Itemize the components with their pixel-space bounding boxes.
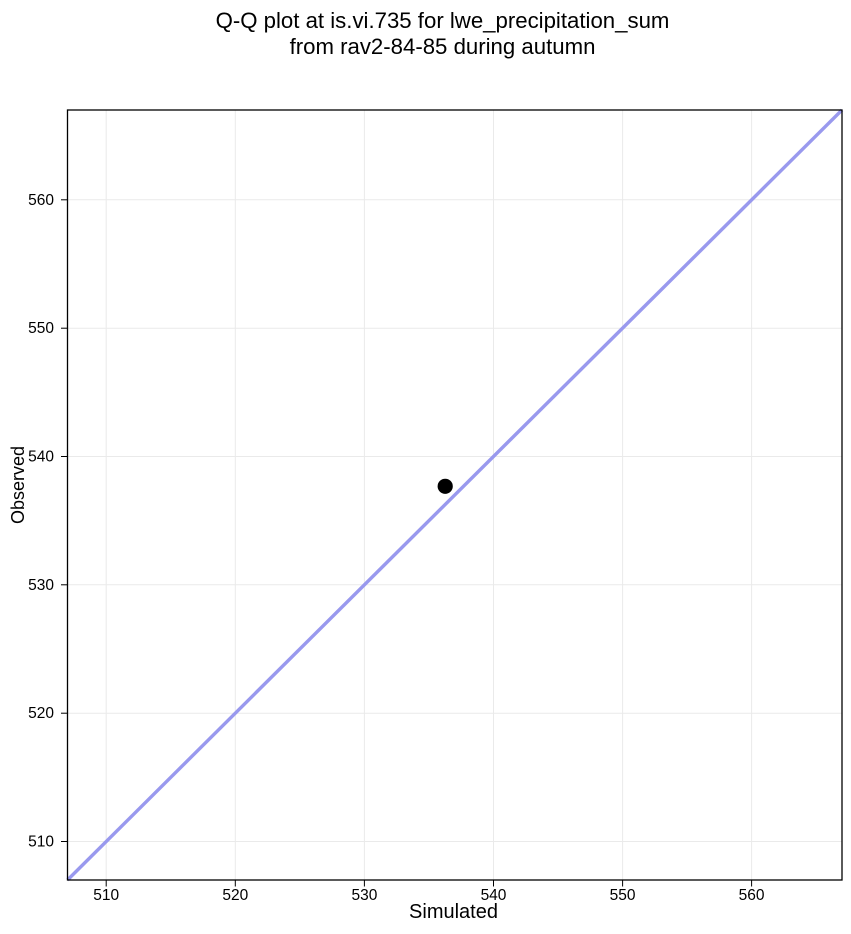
svg-text:540: 540 xyxy=(28,449,54,466)
svg-text:510: 510 xyxy=(28,834,54,851)
svg-text:550: 550 xyxy=(28,320,54,337)
svg-text:520: 520 xyxy=(222,887,248,904)
svg-text:560: 560 xyxy=(739,887,765,904)
svg-text:560: 560 xyxy=(28,192,54,209)
svg-text:540: 540 xyxy=(481,887,507,904)
svg-text:520: 520 xyxy=(28,705,54,722)
svg-text:530: 530 xyxy=(351,887,377,904)
svg-text:530: 530 xyxy=(28,577,54,594)
svg-text:550: 550 xyxy=(610,887,636,904)
svg-text:510: 510 xyxy=(93,887,119,904)
